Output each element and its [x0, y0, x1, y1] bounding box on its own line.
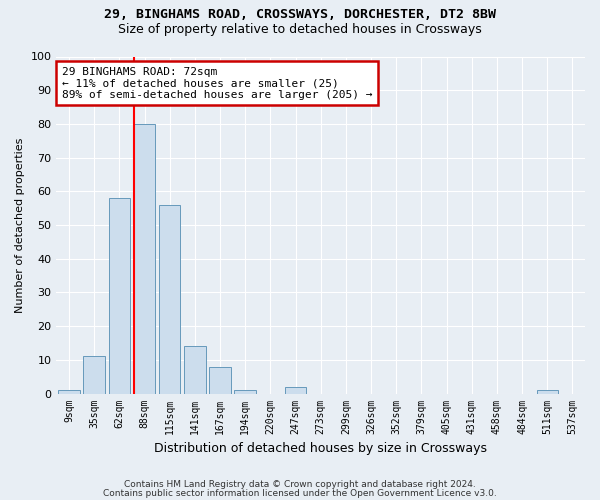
Bar: [536, 390, 558, 394]
Bar: [184, 346, 206, 394]
Bar: [285, 387, 306, 394]
Bar: [83, 356, 105, 394]
Bar: [134, 124, 155, 394]
Bar: [58, 390, 80, 394]
Y-axis label: Number of detached properties: Number of detached properties: [15, 138, 25, 312]
Text: 29, BINGHAMS ROAD, CROSSWAYS, DORCHESTER, DT2 8BW: 29, BINGHAMS ROAD, CROSSWAYS, DORCHESTER…: [104, 8, 496, 20]
Text: 29 BINGHAMS ROAD: 72sqm
← 11% of detached houses are smaller (25)
89% of semi-de: 29 BINGHAMS ROAD: 72sqm ← 11% of detache…: [62, 66, 372, 100]
Bar: [159, 205, 181, 394]
Bar: [235, 390, 256, 394]
X-axis label: Distribution of detached houses by size in Crossways: Distribution of detached houses by size …: [154, 442, 487, 455]
Bar: [109, 198, 130, 394]
Text: Size of property relative to detached houses in Crossways: Size of property relative to detached ho…: [118, 22, 482, 36]
Text: Contains HM Land Registry data © Crown copyright and database right 2024.: Contains HM Land Registry data © Crown c…: [124, 480, 476, 489]
Bar: [209, 366, 231, 394]
Text: Contains public sector information licensed under the Open Government Licence v3: Contains public sector information licen…: [103, 488, 497, 498]
